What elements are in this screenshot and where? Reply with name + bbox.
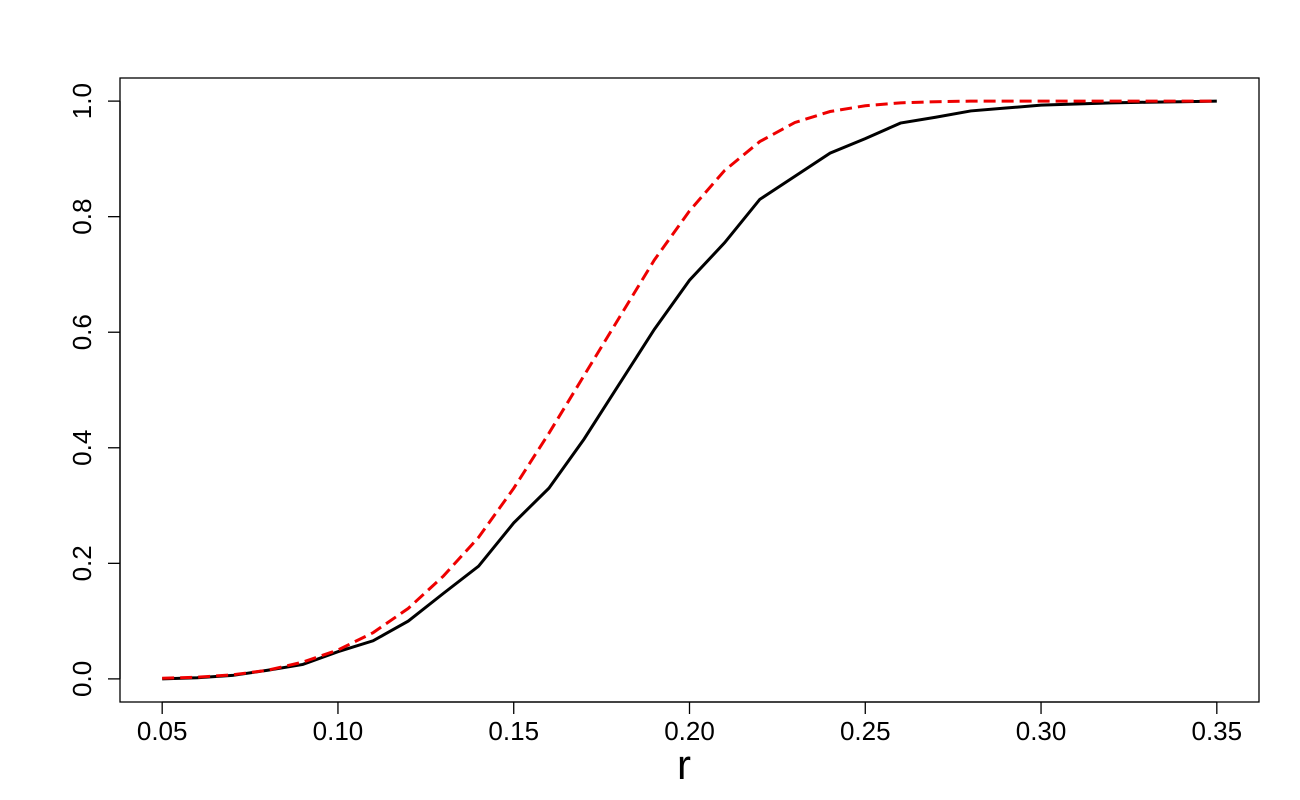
y-tick-label: 0.0 bbox=[67, 661, 97, 697]
x-axis-label: r bbox=[677, 741, 691, 788]
x-tick-label: 0.15 bbox=[488, 716, 539, 746]
y-tick-label: 1.0 bbox=[67, 83, 97, 119]
x-tick-label: 0.10 bbox=[313, 716, 364, 746]
plot-frame bbox=[119, 77, 1260, 703]
x-tick-label: 0.35 bbox=[1192, 716, 1243, 746]
x-tick-label: 0.20 bbox=[664, 716, 715, 746]
y-tick-label: 0.2 bbox=[67, 545, 97, 581]
y-tick-label: 0.8 bbox=[67, 199, 97, 235]
x-tick-label: 0.25 bbox=[840, 716, 891, 746]
y-tick-label: 0.6 bbox=[67, 314, 97, 350]
data-line bbox=[162, 99, 1217, 681]
x-tick-label: 0.30 bbox=[1016, 716, 1067, 746]
y-tick-label: 0.4 bbox=[67, 430, 97, 466]
data-line bbox=[162, 99, 1217, 680]
x-tick-label: 0.05 bbox=[137, 716, 188, 746]
